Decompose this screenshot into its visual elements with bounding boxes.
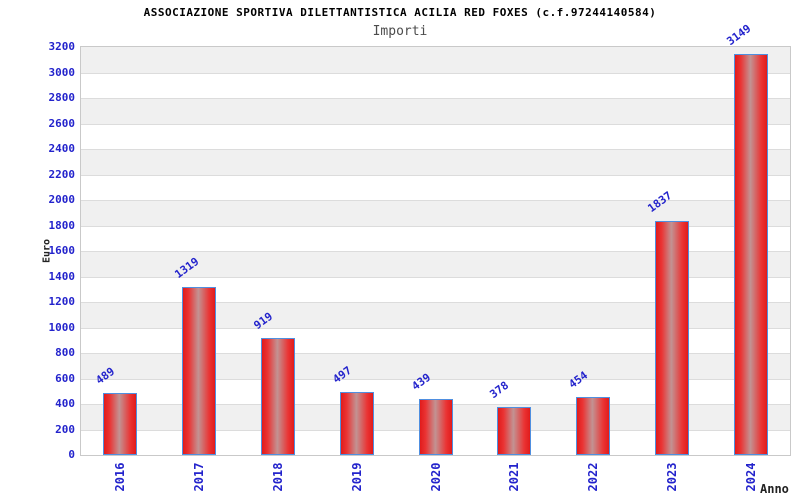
x-tick-label: 2023 <box>664 462 679 492</box>
y-tick-label: 600 <box>55 371 75 385</box>
x-tick-label: 2018 <box>270 462 285 492</box>
x-tick-label: 2016 <box>113 462 128 492</box>
y-axis-title: Euro <box>41 238 53 264</box>
bar-2017 <box>182 287 217 455</box>
y-tick-label: 1400 <box>48 269 76 283</box>
gridline <box>81 175 790 176</box>
bar-2024 <box>733 54 768 455</box>
gridline <box>81 98 790 99</box>
y-tick-label: 1000 <box>48 320 76 334</box>
gridline <box>81 277 790 278</box>
y-tick-label: 200 <box>55 422 75 436</box>
y-tick-label: 0 <box>68 448 75 461</box>
grid-band <box>81 149 790 175</box>
grid-band <box>81 123 790 149</box>
x-tick-label: 2017 <box>192 462 207 492</box>
grid-band <box>81 47 790 73</box>
y-tick-label: 400 <box>55 397 75 410</box>
bar-2016 <box>103 393 138 455</box>
gridline <box>81 353 790 354</box>
bar-2019 <box>339 392 374 455</box>
grid-band <box>81 72 790 98</box>
x-tick-label: 2019 <box>349 462 364 492</box>
bar-2018 <box>260 338 295 455</box>
gridline <box>81 302 790 303</box>
bar-2021 <box>497 407 532 455</box>
y-tick-label: 2400 <box>48 142 76 155</box>
y-tick-label: 2200 <box>48 167 76 181</box>
x-tick-label: 2020 <box>428 462 443 492</box>
y-tick-label: 1800 <box>48 218 76 232</box>
gridline <box>81 73 790 74</box>
bar-2020 <box>418 399 453 455</box>
gridline <box>81 149 790 150</box>
y-tick-label: 2600 <box>48 116 76 130</box>
y-tick-label: 1600 <box>48 244 76 257</box>
plot-area: 489 1319 919 497 439 378 454 1837 3149 <box>80 22 791 456</box>
bar-2022 <box>576 397 611 455</box>
chart-subtitle: Importi <box>372 24 428 39</box>
gridline <box>81 379 790 380</box>
y-tick-label: 800 <box>55 346 75 359</box>
bar-2023 <box>654 221 689 455</box>
y-tick-label: 2800 <box>48 91 76 104</box>
chart-title: ASSOCIAZIONE SPORTIVA DILETTANTISTICA AC… <box>143 6 657 19</box>
gridline <box>81 200 790 201</box>
y-tick-label: 3200 <box>48 40 76 53</box>
gridline <box>81 124 790 125</box>
gridline <box>81 226 790 227</box>
gridline <box>81 251 790 252</box>
grid-band <box>81 98 790 124</box>
y-tick-label: 2000 <box>48 193 76 206</box>
x-tick-label: 2024 <box>743 462 758 492</box>
x-axis-title: Anno <box>760 482 789 496</box>
x-tick-label: 2022 <box>586 462 601 492</box>
y-tick-label: 3000 <box>48 65 76 79</box>
gridline <box>81 328 790 329</box>
x-tick-label: 2021 <box>507 462 522 492</box>
grid-band <box>81 174 790 200</box>
y-tick-label: 1200 <box>48 295 76 308</box>
